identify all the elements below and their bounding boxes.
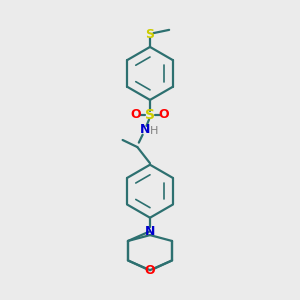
- Text: S: S: [146, 28, 154, 41]
- Text: O: O: [130, 108, 141, 121]
- Text: O: O: [159, 108, 170, 121]
- Text: N: N: [140, 124, 150, 136]
- Text: N: N: [145, 225, 155, 238]
- Text: O: O: [145, 264, 155, 277]
- Text: H: H: [150, 126, 158, 136]
- Text: S: S: [145, 108, 155, 122]
